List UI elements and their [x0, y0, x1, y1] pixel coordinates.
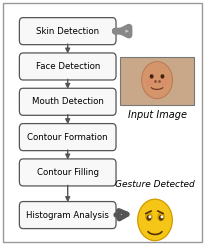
Text: Mouth Detection: Mouth Detection — [32, 97, 104, 106]
FancyBboxPatch shape — [19, 88, 116, 115]
FancyBboxPatch shape — [3, 3, 202, 242]
Circle shape — [147, 216, 151, 220]
FancyBboxPatch shape — [19, 18, 116, 45]
Circle shape — [150, 75, 153, 78]
Text: Contour Filling: Contour Filling — [37, 168, 99, 177]
Circle shape — [146, 213, 152, 220]
Text: Histogram Analysis: Histogram Analysis — [26, 210, 109, 220]
FancyBboxPatch shape — [19, 123, 116, 151]
Text: Gesture Detected: Gesture Detected — [115, 180, 195, 189]
Circle shape — [146, 79, 152, 85]
Text: Skin Detection: Skin Detection — [36, 27, 99, 36]
Circle shape — [159, 216, 163, 220]
Circle shape — [142, 61, 172, 99]
Text: Face Detection: Face Detection — [35, 62, 100, 71]
Circle shape — [138, 199, 172, 241]
Circle shape — [158, 213, 164, 220]
FancyBboxPatch shape — [19, 159, 116, 186]
Circle shape — [149, 216, 151, 218]
FancyBboxPatch shape — [19, 202, 116, 229]
FancyBboxPatch shape — [19, 53, 116, 80]
Circle shape — [162, 79, 167, 85]
Circle shape — [161, 75, 164, 78]
Text: Contour Formation: Contour Formation — [27, 133, 108, 142]
Text: Input Image: Input Image — [128, 110, 187, 120]
Circle shape — [161, 216, 163, 218]
FancyBboxPatch shape — [121, 57, 194, 105]
